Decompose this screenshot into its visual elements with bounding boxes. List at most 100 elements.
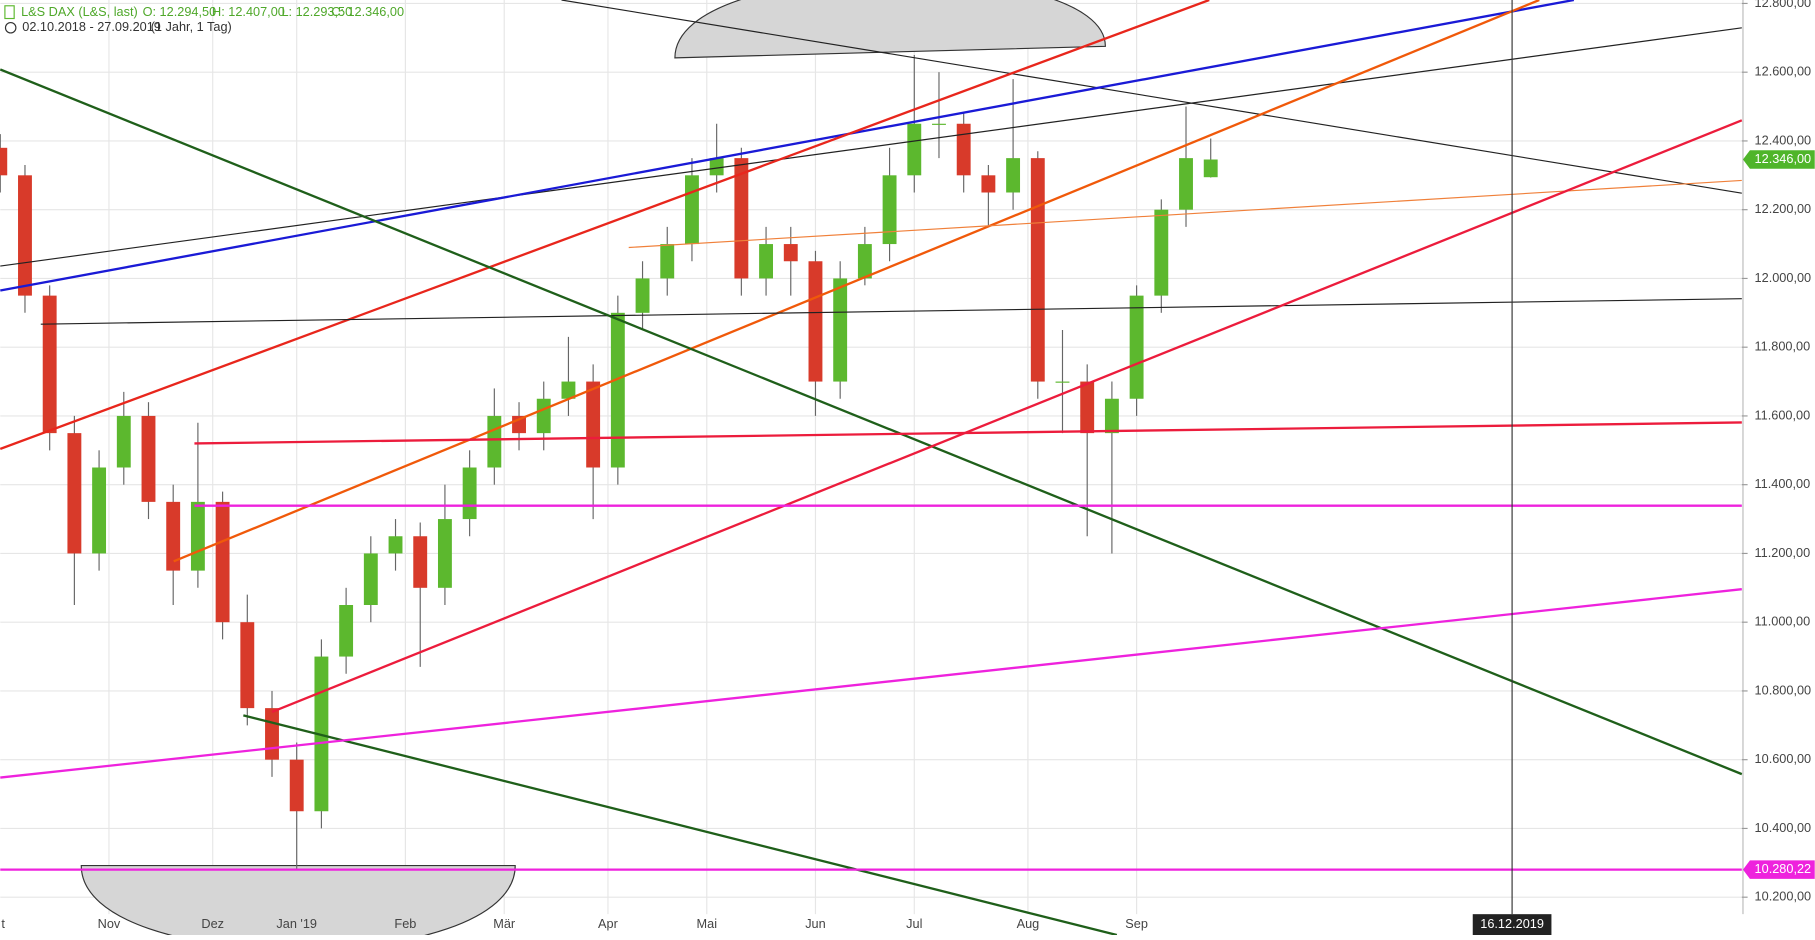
period: 02.10.2018 - 27.09.2019 — [22, 19, 161, 34]
candle-body — [808, 261, 823, 382]
x-tick-label: Nov — [98, 916, 121, 931]
x-tick-label: Feb — [394, 916, 416, 931]
trendline — [243, 714, 1118, 937]
candle-body — [1179, 158, 1193, 210]
x-tick-label: Dez — [201, 916, 224, 931]
candle-body — [166, 501, 181, 571]
price-tag — [1742, 150, 1815, 169]
date-marker-label: 16.12.2019 — [1480, 916, 1544, 931]
candle-body — [561, 381, 576, 399]
candle-body — [709, 158, 724, 176]
candle-body — [0, 147, 8, 176]
trendline — [0, 68, 1743, 776]
candle-body — [413, 536, 428, 588]
candle-body — [1030, 158, 1045, 382]
trendlines — [0, 0, 1743, 937]
candle-body — [437, 519, 452, 588]
y-tick-label: 10.600,00 — [1755, 751, 1812, 766]
candle-body — [1104, 398, 1119, 434]
price-tag — [1742, 860, 1815, 879]
candle-body — [536, 398, 551, 434]
candle-body — [1154, 209, 1169, 296]
y-tick-label: 11.200,00 — [1755, 545, 1811, 560]
y-tick-label: 11.800,00 — [1755, 339, 1811, 354]
y-tick-label: 11.600,00 — [1755, 407, 1811, 422]
chart-icon — [4, 5, 15, 20]
candle-body — [783, 244, 798, 262]
candle-body — [67, 433, 82, 554]
trendline — [0, 0, 1575, 292]
x-tick-label: Aug — [1017, 916, 1040, 931]
trendline — [0, 0, 1210, 451]
candle-body — [92, 467, 107, 554]
trendline — [194, 421, 1742, 445]
candle-body — [734, 158, 749, 279]
candle-body — [932, 123, 946, 125]
candle-body — [18, 175, 32, 296]
candle-body — [857, 244, 872, 279]
candle-body — [981, 175, 996, 193]
highlight-area — [80, 864, 516, 940]
trendline — [561, 0, 1742, 194]
y-tick-label: 11.400,00 — [1755, 476, 1811, 491]
y-tick-label: 12.800,00 — [1755, 0, 1812, 10]
candle-body — [116, 415, 131, 468]
candle-body — [363, 553, 378, 605]
candle-body — [685, 175, 699, 245]
trendline — [628, 179, 1742, 249]
y-tick-label: 12.400,00 — [1755, 132, 1812, 147]
x-tick-label: Mai — [697, 916, 718, 931]
y-tick-label: 12.600,00 — [1755, 64, 1812, 79]
header: L&S DAX (L&S, last) O: 12.294,50 H: 12.4… — [4, 4, 404, 34]
trendline — [0, 27, 1742, 267]
candle-body — [833, 278, 848, 382]
candle-body — [42, 295, 57, 434]
candle-body — [240, 622, 255, 709]
trendline — [271, 119, 1743, 713]
candle-body — [265, 708, 279, 760]
candle-body — [1080, 381, 1095, 434]
instrument: L&S DAX (L&S, last) — [21, 4, 138, 19]
candle-body — [1203, 159, 1218, 178]
candle-body — [1055, 381, 1070, 383]
trendline — [173, 0, 1540, 563]
close-value: C: 12.346,00 — [331, 4, 404, 19]
candle-body — [289, 759, 304, 812]
price-tag-label: 12.346,00 — [1755, 151, 1812, 166]
x-tick-label: Jan '19 — [276, 916, 317, 931]
candle-body — [759, 244, 774, 279]
candle-body — [215, 501, 230, 623]
candle-body — [141, 415, 156, 502]
candle-body — [190, 501, 205, 571]
y-tick-label: 10.400,00 — [1755, 820, 1812, 835]
candle-body — [956, 123, 971, 176]
price-tag-label: 10.280,22 — [1755, 861, 1812, 876]
high-value: H: 12.407,00 — [212, 4, 285, 19]
x-tick-label: Mär — [493, 916, 516, 931]
y-tick-label: 12.000,00 — [1755, 270, 1812, 285]
y-tick-label: 12.200,00 — [1755, 201, 1812, 216]
candle-body — [907, 123, 922, 176]
x-tick-label: t — [1, 916, 5, 931]
candle-body — [1006, 158, 1021, 193]
low-value: L: 12.293,50 — [281, 4, 352, 19]
candle-body — [586, 381, 601, 468]
candle-body — [882, 175, 897, 245]
candle-body — [610, 312, 625, 468]
candles — [0, 54, 1218, 870]
candle-body — [388, 536, 403, 554]
x-tick-label: Sep — [1125, 916, 1148, 931]
y-tick-label: 11.000,00 — [1755, 614, 1811, 629]
candle-body — [635, 278, 650, 313]
candle-body — [660, 244, 675, 279]
y-tick-label: 10.800,00 — [1755, 682, 1812, 697]
candle-body — [487, 415, 502, 468]
x-tick-label: Jul — [906, 916, 922, 931]
highlight-area — [674, 0, 1106, 59]
candle-body — [1129, 295, 1144, 399]
candle-body — [462, 467, 477, 520]
x-tick-label: Apr — [598, 916, 619, 931]
